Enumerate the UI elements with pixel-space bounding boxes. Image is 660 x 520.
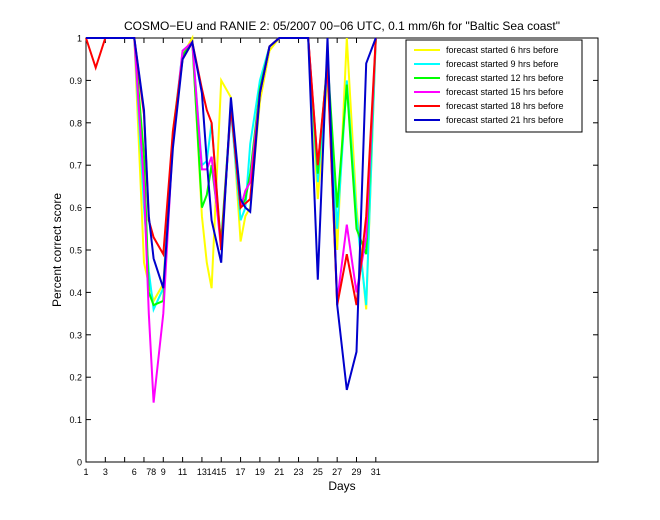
y-tick-label: 0 [77, 458, 82, 468]
chart-title: COSMO−EU and RANIE 2: 05/2007 00−06 UTC,… [124, 19, 560, 33]
x-tick-label: 31 [371, 467, 381, 477]
y-axis: 0 0.1 0.2 0.3 0.4 0.5 0.6 0.7 0.8 0.9 1 [69, 34, 598, 468]
y-tick-label: 0.3 [69, 330, 82, 340]
x-tick-label: 6 [132, 467, 137, 477]
x-tick-label: 1 [83, 467, 88, 477]
y-tick-label: 0.5 [69, 246, 82, 256]
y-tick-label: 0.1 [69, 415, 82, 425]
series-line [86, 37, 377, 391]
x-axis: 1 3 6 7 8 9 11 13 14 15 17 19 21 23 25 27 29 31 [83, 38, 381, 477]
legend-entry: forecast started 18 hrs before [446, 101, 564, 111]
legend-box [405, 39, 583, 133]
legend-entry: forecast started 9 hrs before [446, 59, 559, 69]
x-tick-label: 19 [255, 467, 265, 477]
legend: forecast started 6 hrs before forecast st… [405, 39, 583, 133]
y-tick-label: 0.4 [69, 288, 82, 298]
y-tick-label: 0.2 [69, 373, 82, 383]
y-tick-label: 0.8 [69, 118, 82, 128]
x-tick-label: 3 [103, 467, 108, 477]
x-tick-label: 14 [207, 467, 217, 477]
y-tick-label: 0.9 [69, 76, 82, 86]
x-tick-label: 17 [236, 467, 246, 477]
x-tick-label: 23 [294, 467, 304, 477]
y-tick-label: 0.6 [69, 203, 82, 213]
x-axis-label: Days [328, 479, 355, 493]
x-tick-label: 25 [313, 467, 323, 477]
x-tick-label: 7 [146, 467, 151, 477]
x-tick-label: 15 [216, 467, 226, 477]
x-tick-label: 29 [351, 467, 361, 477]
x-tick-label: 13 [197, 467, 207, 477]
legend-entry: forecast started 12 hrs before [446, 73, 564, 83]
x-tick-label: 9 [161, 467, 166, 477]
y-tick-label: 1 [77, 34, 82, 44]
x-tick-label: 8 [151, 467, 156, 477]
series-lines [85, 34, 377, 403]
x-tick-label: 11 [178, 467, 187, 477]
y-axis-label: Percent correct score [50, 193, 64, 307]
x-tick-label: 21 [274, 467, 284, 477]
legend-entry: forecast started 15 hrs before [446, 87, 564, 97]
x-tick-label: 27 [332, 467, 342, 477]
legend-entry: forecast started 6 hrs before [446, 45, 559, 55]
y-tick-label: 0.7 [69, 161, 82, 171]
legend-entry: forecast started 21 hrs before [446, 115, 564, 125]
